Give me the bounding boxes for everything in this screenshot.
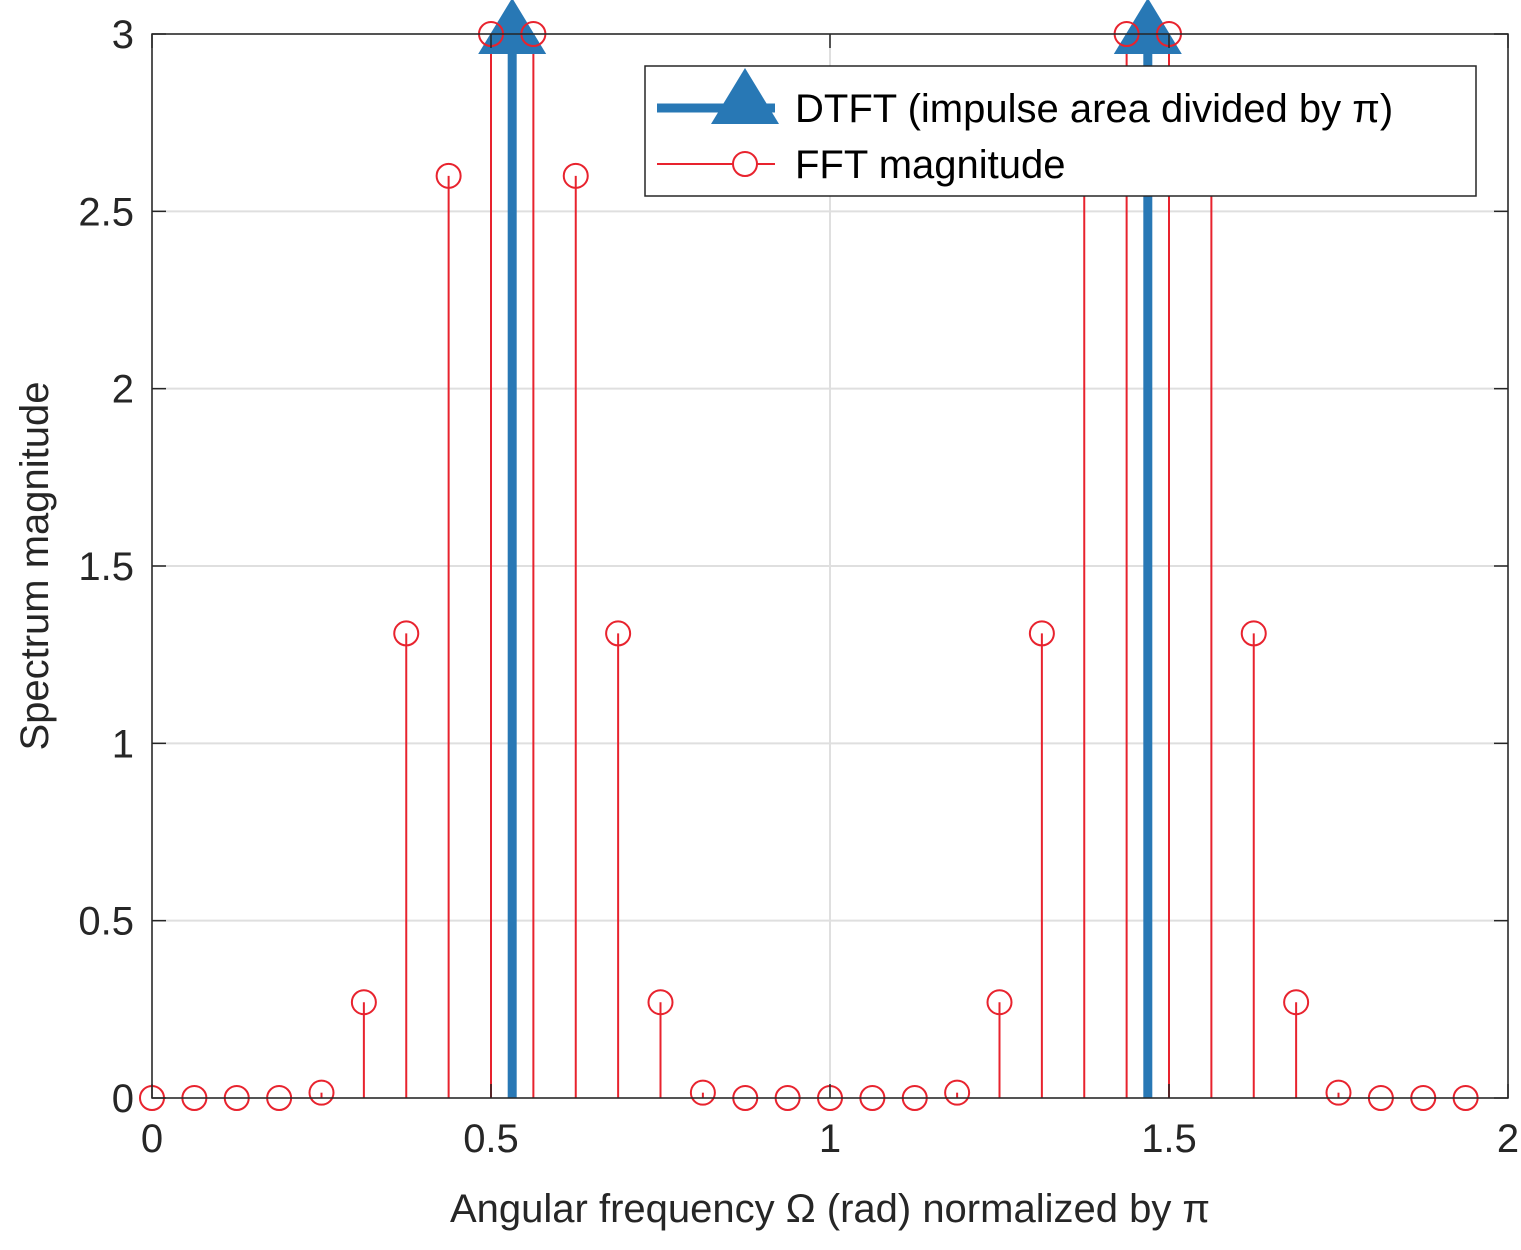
legend-dtft-marker [711,68,779,124]
dtft-arrow-marker [1113,0,1182,54]
plot-area [139,0,1479,1111]
fft-marker [435,162,462,189]
fft-marker [562,162,589,189]
fft-marker [1028,620,1055,647]
fft-marker [944,1079,971,1106]
x-tick-label: 1 [819,1117,841,1161]
fft-marker [605,620,632,647]
fft-marker [1325,1079,1352,1106]
x-axis-label: Angular frequency Ω (rad) normalized by … [450,1187,1210,1231]
y-tick-label: 1 [112,722,134,766]
y-tick-label: 1.5 [78,545,134,589]
x-tick-label: 0 [141,1117,163,1161]
fft-marker [350,989,377,1016]
legend: DTFT (impulse area divided by π) FFT magn… [644,65,1477,197]
fft-marker [1283,989,1310,1016]
legend-fft-marker [732,151,758,177]
y-tick-label: 2 [112,368,134,412]
y-tick-label: 0.5 [78,900,134,944]
fft-marker [689,1079,716,1106]
legend-box [644,65,1477,197]
dtft-arrow-marker [478,0,547,54]
legend-dtft-label: DTFT (impulse area divided by π) [795,87,1393,131]
tick-labels: 0 0.5 1 1.5 2 0 0.5 1 1.5 2 2.5 3 [78,13,1519,1161]
legend-fft-label: FFT magnitude [795,143,1066,187]
axis-ticks [151,33,1509,1099]
y-tick-label: 3 [112,13,134,57]
x-tick-label: 2 [1497,1117,1519,1161]
fft-marker [393,620,420,647]
fft-marker [308,1079,335,1106]
y-tick-label: 2.5 [78,190,134,234]
y-tick-label: 0 [112,1077,134,1121]
x-tick-label: 0.5 [463,1117,519,1161]
fft-marker [647,989,674,1016]
x-tick-label: 1.5 [1141,1117,1197,1161]
fft-marker [1240,620,1267,647]
y-axis-label: Spectrum magnitude [13,381,57,750]
fft-marker [986,989,1013,1016]
